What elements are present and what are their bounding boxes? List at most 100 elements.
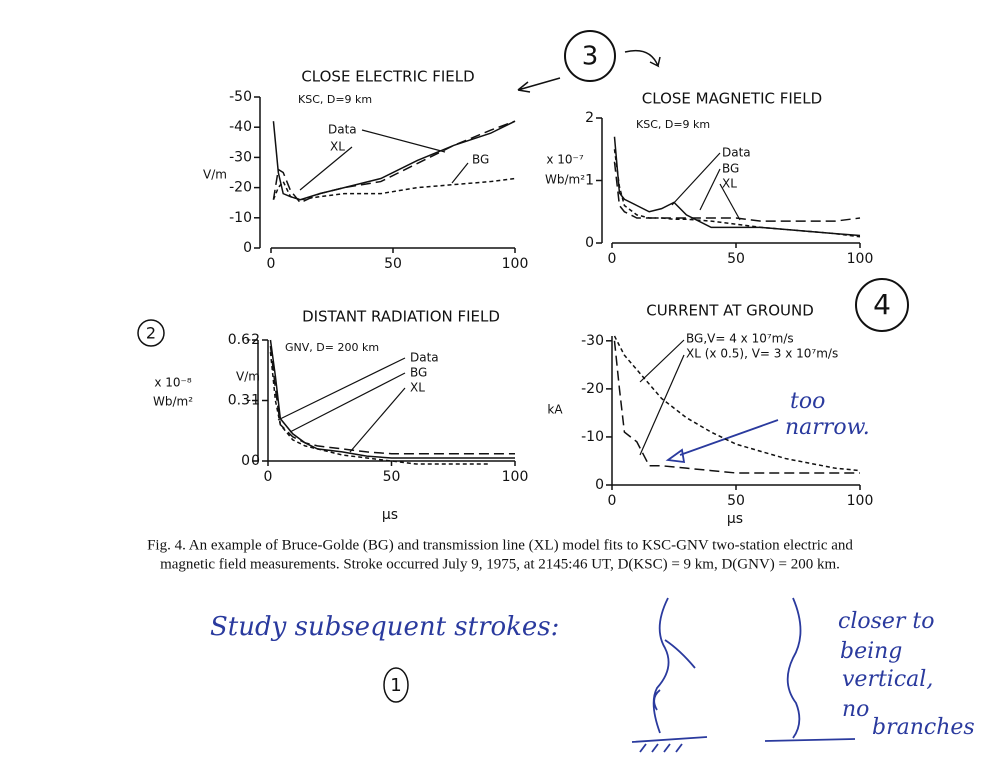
chart-title: CLOSE MAGNETIC FIELD — [642, 90, 822, 108]
chart-title: CLOSE ELECTRIC FIELD — [301, 68, 474, 86]
y-tick-label: 0 — [595, 477, 604, 493]
note-number: 4 — [873, 288, 891, 321]
series-line — [613, 161, 861, 222]
sketch — [631, 597, 708, 753]
x-tick-label: 50 — [727, 251, 745, 267]
axis — [257, 340, 515, 462]
axis — [259, 97, 515, 249]
series-label: XL (x 0.5), V= 3 x 10⁷m/s — [686, 347, 838, 361]
chart-title: CURRENT AT GROUND — [646, 302, 814, 320]
x-axis-label: µs — [727, 511, 743, 527]
handwritten-note: being — [840, 639, 902, 664]
chart-subtitle: KSC, D=9 km — [298, 93, 372, 106]
series-line — [613, 340, 860, 474]
leader-line — [451, 162, 469, 184]
y-tick-label: -30 — [229, 149, 252, 165]
handwritten-note: narrow. — [785, 415, 870, 440]
series-label: XL — [330, 140, 345, 154]
handwritten-note: Study subsequent strokes: — [210, 612, 559, 642]
note-number: 1 — [390, 675, 401, 696]
y2-tick-label: -2 — [246, 332, 260, 348]
series-label: XL — [722, 177, 737, 191]
y-tick-label: 2 — [585, 110, 594, 126]
y-axis-label: kA — [547, 403, 563, 417]
circle — [855, 278, 909, 332]
circle — [564, 30, 616, 82]
y-tick-label: 0 — [243, 240, 252, 256]
handwritten-note: branches — [872, 715, 975, 740]
y-axis-label: x 10⁻⁷ — [546, 153, 584, 167]
y-tick-label: -10 — [581, 429, 604, 445]
y-tick-label: -20 — [581, 381, 604, 397]
series-label: BG — [472, 153, 489, 167]
series-line — [613, 149, 861, 238]
y-tick-label: -20 — [229, 180, 252, 196]
series-line — [269, 339, 515, 459]
y-tick-label: 0 — [585, 235, 594, 251]
y-tick-label: -40 — [229, 119, 252, 135]
y-axis-label: Wb/m² — [153, 395, 193, 409]
x-axis-label: µs — [382, 507, 398, 523]
note-number: 2 — [146, 324, 156, 343]
y-axis-label: Wb/m² — [545, 173, 585, 187]
leader-line — [361, 129, 446, 153]
sketch — [764, 597, 856, 742]
series-label: XL — [410, 381, 425, 395]
handwritten-note: too — [790, 389, 825, 414]
series-line — [613, 335, 861, 472]
leader-line — [639, 339, 685, 383]
y-tick-label: 0 — [241, 453, 250, 469]
y2-axis-label: V/m — [236, 370, 260, 384]
y-tick-label: 0.3 — [228, 393, 250, 409]
x-tick-label: 50 — [384, 256, 402, 272]
leader-line — [289, 372, 406, 433]
handwritten-note: vertical, — [842, 667, 933, 692]
arrow — [665, 419, 779, 464]
chart-title: DISTANT RADIATION FIELD — [302, 308, 500, 326]
y-axis-label: V/m — [203, 168, 227, 182]
series-label: Data — [328, 123, 357, 137]
chart-subtitle: GNV, D= 200 km — [285, 341, 379, 354]
leader-line — [349, 387, 406, 453]
x-tick-label: 100 — [502, 256, 529, 272]
leader-line — [277, 357, 406, 421]
x-tick-label: 0 — [608, 493, 617, 509]
x-tick-label: 0 — [267, 256, 276, 272]
series-label: BG,V= 4 x 10⁷m/s — [686, 332, 794, 346]
series-line — [272, 120, 516, 204]
leader-line — [719, 183, 741, 221]
x-tick-label: 100 — [502, 469, 529, 485]
y-tick-label: -30 — [581, 333, 604, 349]
series-label: Data — [410, 351, 439, 365]
handwritten-note: closer to — [838, 609, 935, 634]
y-tick-label: 1 — [585, 173, 594, 189]
y-axis-label: x 10⁻⁸ — [154, 376, 192, 390]
chart-subtitle: KSC, D=9 km — [636, 118, 710, 131]
circle — [383, 667, 409, 703]
leader-line — [299, 146, 353, 191]
y-tick-label: 0.6 — [228, 332, 250, 348]
series-line — [613, 136, 861, 237]
series-line — [272, 177, 516, 201]
leader-line — [699, 168, 721, 211]
note-number: 3 — [582, 42, 599, 72]
y2-tick-label: -1 — [246, 393, 260, 409]
x-tick-label: 50 — [383, 469, 401, 485]
x-tick-label: 0 — [264, 469, 273, 485]
handwritten-note: no — [842, 697, 869, 722]
y-tick-label: -10 — [229, 210, 252, 226]
x-tick-label: 50 — [727, 493, 745, 509]
series-label: Data — [722, 146, 751, 160]
series-line — [269, 345, 515, 455]
x-tick-label: 100 — [847, 251, 874, 267]
y2-tick-label: 0 — [251, 453, 260, 469]
series-label: BG — [722, 162, 739, 176]
leader-line — [671, 152, 721, 206]
leader-line — [639, 354, 685, 456]
caption: magnetic field measurements. Stroke occu… — [160, 556, 840, 572]
x-tick-label: 0 — [608, 251, 617, 267]
circle — [137, 319, 165, 347]
x-tick-label: 100 — [847, 493, 874, 509]
caption: Fig. 4. An example of Bruce-Golde (BG) a… — [147, 537, 853, 553]
